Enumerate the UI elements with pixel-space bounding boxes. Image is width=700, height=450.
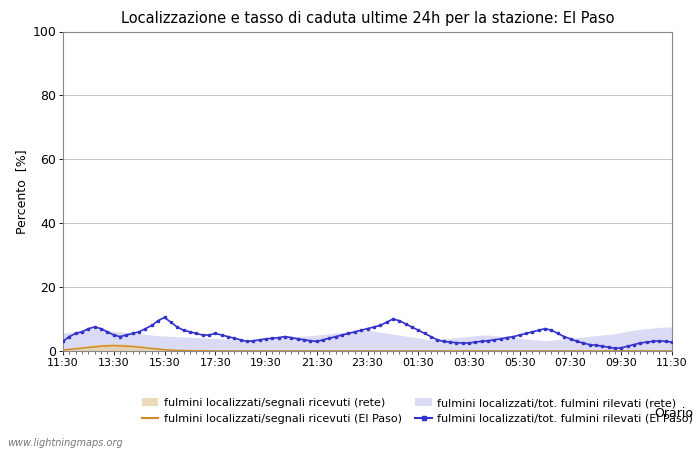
Title: Localizzazione e tasso di caduta ultime 24h per la stazione: El Paso: Localizzazione e tasso di caduta ultime …	[120, 11, 615, 26]
Text: Orario: Orario	[654, 407, 694, 420]
Text: www.lightningmaps.org: www.lightningmaps.org	[7, 437, 122, 447]
Y-axis label: Percento  [%]: Percento [%]	[15, 149, 28, 234]
Legend: fulmini localizzati/segnali ricevuti (rete), fulmini localizzati/segnali ricevut: fulmini localizzati/segnali ricevuti (re…	[141, 398, 693, 423]
